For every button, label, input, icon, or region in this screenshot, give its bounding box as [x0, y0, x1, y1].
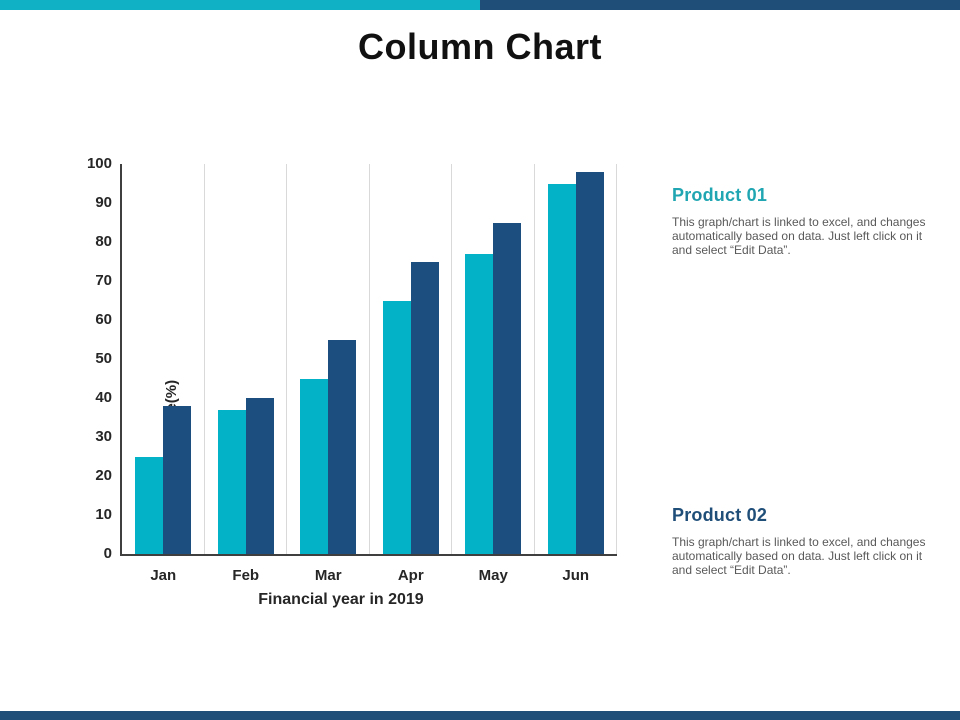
- bar-product-01-jan[interactable]: [135, 456, 164, 554]
- bar-product-01-jun[interactable]: [547, 183, 576, 554]
- bar-product-02-may[interactable]: [493, 222, 522, 554]
- y-tick-label: 10: [95, 506, 112, 523]
- x-tick-label-may: May: [478, 567, 508, 584]
- product-02-heading: Product 02: [672, 505, 768, 525]
- gridline: [286, 164, 287, 554]
- gridline: [451, 164, 452, 554]
- bar-product-01-apr[interactable]: [382, 300, 411, 554]
- y-tick-label: 0: [103, 545, 112, 562]
- bar-product-02-mar[interactable]: [328, 339, 357, 554]
- gridline: [533, 164, 535, 554]
- bottom-accent-bar: [0, 711, 960, 720]
- product-02-text-block: Product 02 This graph/chart is linked to…: [672, 505, 948, 577]
- y-tick-label: 100: [86, 155, 112, 172]
- y-tick-label: 70: [95, 272, 112, 289]
- y-tick-label: 60: [95, 311, 112, 328]
- x-tick-label-jan: Jan: [150, 567, 177, 584]
- bar-product-02-feb[interactable]: [245, 398, 274, 554]
- gridline: [203, 164, 205, 554]
- bar-product-02-apr[interactable]: [410, 261, 439, 554]
- product-02-body: This graph/chart is linked to excel, and…: [672, 535, 926, 577]
- bar-product-01-mar[interactable]: [300, 378, 329, 554]
- y-tick-label: 40: [95, 389, 112, 406]
- y-tick-label: 20: [95, 467, 112, 484]
- top-accent-bar-blue: [480, 0, 960, 10]
- x-tick-label-mar: Mar: [314, 567, 342, 584]
- gridline: [368, 164, 370, 554]
- bar-product-02-jun[interactable]: [575, 171, 604, 554]
- x-tick-label-jun: Jun: [562, 567, 590, 584]
- plot-area[interactable]: Sales in percentage(%) 01020304050607080…: [87, 155, 617, 584]
- product-01-heading: Product 01: [672, 185, 768, 205]
- gridline: [616, 164, 617, 554]
- y-tick-label: 30: [95, 428, 112, 445]
- product-01-text-block: Product 01 This graph/chart is linked to…: [672, 185, 948, 257]
- product-01-body: This graph/chart is linked to excel, and…: [672, 215, 926, 257]
- y-tick-label: 90: [95, 194, 112, 211]
- y-tick-label: 80: [95, 233, 112, 250]
- bar-product-02-jan[interactable]: [163, 405, 192, 554]
- top-accent-bar-teal: [0, 0, 480, 10]
- bar-product-01-feb[interactable]: [217, 409, 246, 554]
- x-tick-label-feb: Feb: [232, 567, 260, 584]
- x-tick-label-apr: Apr: [397, 567, 424, 584]
- page-title: Column Chart: [358, 26, 602, 67]
- bar-product-01-may[interactable]: [465, 253, 494, 554]
- y-tick-label: 50: [95, 350, 112, 367]
- x-axis-title: Financial year in 2019: [258, 591, 424, 608]
